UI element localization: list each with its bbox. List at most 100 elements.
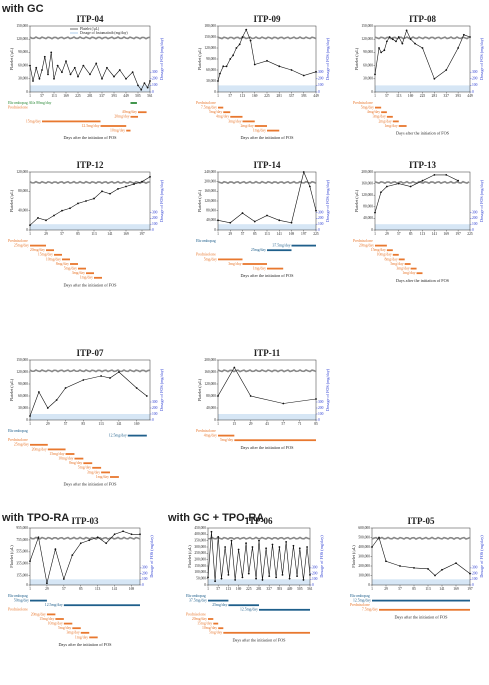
y-tick-label: 0	[26, 228, 28, 232]
x-tick-label: 113	[226, 587, 231, 591]
x-tick-label: 29	[46, 422, 50, 426]
fos-band	[218, 85, 316, 92]
drug-label: Eltrombopag	[8, 594, 28, 598]
platelet-point	[298, 547, 301, 550]
platelet-point	[117, 371, 120, 373]
platelet-point	[253, 220, 256, 223]
panel-title: ITP-08	[409, 14, 437, 24]
treatment-bar	[100, 125, 127, 127]
y-tick-label: 500,000	[358, 535, 370, 540]
y-tick-label: 40,000	[206, 406, 216, 411]
x-tick-label: 57	[228, 94, 232, 98]
x-tick-label: 561	[307, 587, 313, 591]
treatment-bar	[55, 618, 64, 620]
platelet-line	[371, 536, 471, 576]
treatment-bar	[78, 267, 86, 270]
x-tick-label: 449	[123, 94, 129, 98]
y-tick-label: 955,000	[16, 526, 28, 531]
treatment-bar	[94, 276, 102, 279]
y-tick-label: 100,000	[358, 573, 370, 578]
x-axis-label: Days after the initiation of FOS	[233, 637, 287, 642]
drug-label: Prednisolone	[186, 612, 206, 616]
platelet-point	[69, 73, 72, 76]
x-tick-label: 57	[40, 94, 44, 98]
x-axis-label: Days after the initiation of FOS	[395, 614, 449, 619]
dose-label: 3mg/day	[87, 470, 100, 474]
y2-tick-label: 100	[312, 577, 318, 581]
y2-tick-label: 300	[472, 70, 478, 74]
y-tick-label: 200,000	[358, 564, 370, 569]
reference-band	[217, 369, 317, 373]
y-tick-label: 200,000	[361, 170, 373, 175]
x-tick-label: 113	[95, 587, 100, 591]
y-axis-label: Platelet (/μL)	[9, 378, 14, 401]
drug-label: Eltrombopag	[196, 239, 216, 243]
y-tick-label: 100,000	[194, 570, 206, 575]
drug-label: Prednisolone	[196, 101, 216, 105]
treatment-bar	[30, 244, 46, 247]
x-tick-label: 337	[267, 587, 273, 591]
platelet-point	[149, 175, 151, 178]
x-axis-label: Days after the initiation of FOS	[241, 445, 295, 450]
x-tick-label: 337	[444, 94, 450, 98]
x-tick-label: 57	[241, 232, 245, 236]
y-axis-label: Platelet (/μL)	[9, 545, 14, 568]
dose-label: 10mg/day	[46, 257, 61, 261]
platelet-point	[141, 180, 143, 183]
platelet-point	[146, 86, 149, 89]
x-tick-label: 449	[467, 94, 473, 98]
treatment-bar	[42, 120, 101, 123]
treatment-bar	[208, 618, 214, 620]
platelet-point	[149, 80, 151, 82]
platelet-point	[409, 185, 412, 188]
platelet-point	[131, 71, 134, 74]
y2-tick-label: 300	[472, 566, 478, 570]
y-tick-label: 0	[371, 228, 373, 232]
y2-axis-label: Dosage of FOS (mg/day)	[325, 179, 330, 222]
x-tick-label: 113	[91, 232, 96, 236]
platelet-point	[258, 539, 260, 542]
treatment-bar	[74, 457, 84, 460]
platelet-point	[227, 573, 230, 576]
x-tick-label: 1	[29, 94, 31, 98]
dose-label: 1mg/day	[384, 124, 397, 128]
plot-frame	[29, 25, 151, 93]
dose-label: 1mg/day	[253, 266, 266, 270]
platelet-point	[455, 562, 457, 565]
reference-band	[374, 180, 470, 185]
platelet-point	[380, 191, 382, 194]
platelet-point	[374, 73, 376, 76]
dose-label: 3mg/day	[228, 119, 241, 123]
dose-label: 12.5mg/day	[81, 124, 99, 128]
treatment-bar	[375, 244, 387, 247]
reference-band	[29, 36, 151, 40]
platelet-point	[224, 546, 227, 548]
x-tick-label: 337	[289, 94, 295, 98]
x-tick-label: 43	[265, 422, 269, 426]
y2-tick-label: 300	[142, 566, 148, 570]
treatment-bar	[110, 476, 119, 478]
y-tick-label: 250,000	[194, 551, 206, 556]
x-tick-label: 225	[420, 94, 426, 98]
platelet-point	[405, 29, 408, 32]
panel-title: ITP-12	[77, 160, 105, 170]
platelet-point	[281, 573, 284, 576]
platelet-point	[145, 395, 148, 397]
dose-label: 10mg/day	[110, 128, 125, 132]
y-tick-label: 160,000	[361, 181, 373, 186]
legend-label: Dosage of fostamatinib (mg/day)	[80, 31, 128, 35]
y-tick-label: 30,000	[18, 406, 28, 411]
y-tick-label: 30,000	[18, 77, 28, 82]
platelet-point	[265, 547, 268, 550]
x-tick-label: 561	[147, 94, 153, 98]
platelet-point	[457, 179, 460, 182]
reference-band	[217, 36, 317, 40]
x-tick-label: 113	[264, 232, 269, 236]
dose-label: 8mg/day	[69, 461, 82, 465]
y2-tick-label: 100	[472, 83, 478, 87]
platelet-point	[385, 185, 388, 188]
y-tick-label: 150,000	[16, 358, 28, 363]
platelet-point	[414, 42, 416, 45]
y-tick-label: 400,000	[358, 545, 370, 550]
platelet-point	[62, 578, 65, 580]
